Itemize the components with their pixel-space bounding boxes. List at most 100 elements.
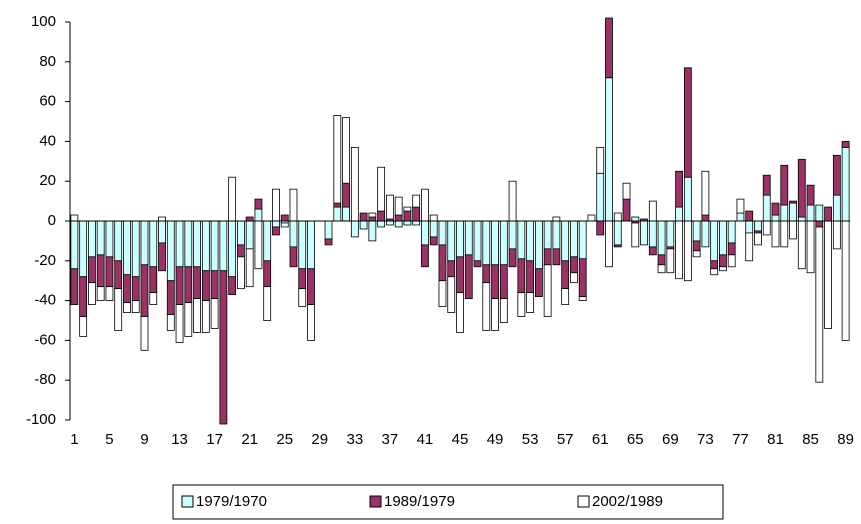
x-tick-label: 45 (452, 431, 469, 448)
x-tick-label: 53 (522, 431, 539, 448)
bar (219, 270, 228, 425)
bar (815, 220, 824, 228)
bar (719, 220, 727, 256)
bar (298, 220, 307, 270)
bar (815, 204, 824, 222)
bar (771, 220, 780, 248)
bar (683, 67, 692, 178)
bar (272, 226, 280, 236)
bar (359, 212, 368, 222)
bar (622, 182, 631, 200)
bar (88, 256, 96, 284)
bar (587, 214, 596, 222)
bar (158, 242, 166, 272)
bar (149, 266, 158, 294)
bar (272, 220, 280, 228)
bar (289, 246, 298, 268)
bar (236, 220, 245, 246)
legend-swatch (577, 495, 590, 508)
bar (719, 266, 727, 272)
bar (789, 202, 797, 222)
bar (193, 298, 201, 333)
bar (210, 220, 219, 272)
bar (683, 176, 692, 222)
bar (832, 194, 841, 222)
bar (228, 276, 237, 296)
bar (342, 117, 350, 184)
y-tick-label: -40 (34, 292, 56, 309)
bar (499, 220, 508, 266)
bar (289, 220, 298, 248)
bar (841, 146, 850, 222)
bar (333, 202, 342, 208)
bar (762, 220, 771, 236)
bar (841, 220, 850, 341)
bar (552, 220, 561, 250)
bar (666, 220, 675, 248)
bar (88, 282, 96, 305)
bar (114, 260, 123, 290)
bar (149, 292, 158, 305)
bar (272, 188, 280, 222)
bar (473, 220, 482, 262)
bar (298, 268, 307, 290)
bar (456, 256, 464, 294)
bar (166, 280, 175, 315)
bar (412, 194, 421, 208)
bar (806, 220, 815, 274)
bar (578, 296, 587, 301)
bar (280, 222, 289, 228)
bar (701, 170, 710, 216)
bar (307, 268, 315, 305)
bar (263, 260, 272, 288)
bar (114, 220, 123, 262)
bar (385, 220, 394, 226)
bar (184, 266, 193, 303)
bar (719, 254, 727, 268)
bar (657, 254, 666, 266)
bar (561, 288, 570, 305)
bar (447, 260, 456, 278)
bar (70, 220, 79, 270)
bar (114, 288, 123, 331)
bar (201, 300, 210, 333)
bar (780, 220, 789, 248)
y-tick-label: 20 (39, 172, 56, 189)
bar (184, 220, 193, 268)
bar (324, 220, 333, 240)
bar (692, 240, 701, 252)
bar (79, 220, 88, 278)
bar (570, 272, 578, 284)
bar (201, 220, 210, 272)
bar (228, 220, 237, 278)
bar (193, 220, 201, 268)
bar (412, 220, 421, 226)
bar (263, 220, 272, 262)
bar (131, 300, 140, 313)
bar (350, 220, 359, 238)
x-tick-label: 5 (105, 431, 113, 448)
bar (385, 194, 394, 220)
bar (429, 214, 438, 222)
bar (473, 260, 482, 268)
bar (780, 204, 789, 222)
y-tick-label: -80 (34, 371, 56, 388)
x-tick-label: 1 (70, 431, 78, 448)
bar (710, 220, 719, 262)
bar (438, 280, 447, 307)
bar (570, 256, 578, 274)
bar (491, 264, 499, 300)
bar (657, 220, 666, 256)
bar (596, 220, 605, 236)
bar (105, 256, 114, 288)
bar (543, 264, 552, 317)
bar (605, 220, 613, 268)
bar (482, 220, 491, 266)
bar (175, 220, 184, 268)
bar (70, 214, 79, 222)
bar (736, 198, 745, 214)
bar (710, 260, 719, 270)
bar (438, 220, 447, 246)
bar (534, 268, 543, 298)
bar (561, 260, 570, 290)
